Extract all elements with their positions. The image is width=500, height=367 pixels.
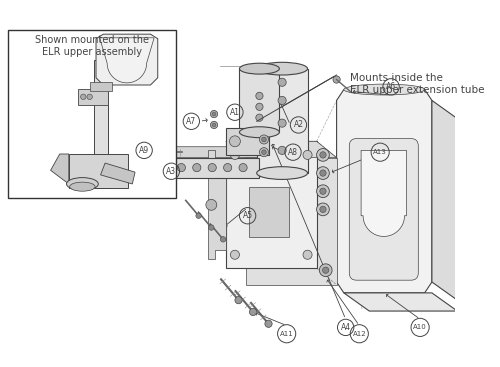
Circle shape <box>80 94 86 99</box>
Bar <box>78 89 108 105</box>
Circle shape <box>250 308 256 316</box>
Ellipse shape <box>240 63 280 74</box>
Bar <box>226 128 270 155</box>
Text: A1: A1 <box>230 108 240 117</box>
Circle shape <box>230 136 240 147</box>
Circle shape <box>150 149 157 156</box>
Bar <box>69 154 128 189</box>
Circle shape <box>320 170 326 176</box>
Polygon shape <box>260 147 270 178</box>
Circle shape <box>322 267 329 273</box>
Text: A12: A12 <box>352 331 366 337</box>
FancyBboxPatch shape <box>350 139 418 280</box>
Circle shape <box>235 297 242 304</box>
Ellipse shape <box>256 167 308 179</box>
Polygon shape <box>50 154 69 184</box>
Text: A11: A11 <box>280 331 293 337</box>
Bar <box>8 30 176 197</box>
Circle shape <box>260 135 268 144</box>
Circle shape <box>208 225 214 230</box>
Text: A4: A4 <box>340 323 350 332</box>
Polygon shape <box>142 147 270 158</box>
Ellipse shape <box>192 164 201 172</box>
Bar <box>226 141 316 268</box>
Ellipse shape <box>208 164 216 172</box>
Ellipse shape <box>66 178 98 190</box>
Text: A8: A8 <box>288 148 298 157</box>
Polygon shape <box>96 34 158 85</box>
Circle shape <box>262 137 266 142</box>
Circle shape <box>278 146 286 155</box>
Circle shape <box>316 167 330 179</box>
Text: A5: A5 <box>242 211 252 220</box>
Bar <box>256 69 308 173</box>
Ellipse shape <box>70 182 95 191</box>
Circle shape <box>212 112 216 116</box>
Circle shape <box>210 110 218 118</box>
Polygon shape <box>100 163 135 184</box>
Circle shape <box>220 237 226 242</box>
Circle shape <box>87 94 92 99</box>
Circle shape <box>320 188 326 195</box>
Circle shape <box>320 152 326 158</box>
Circle shape <box>256 114 263 121</box>
Ellipse shape <box>239 164 247 172</box>
Polygon shape <box>226 141 336 158</box>
Polygon shape <box>432 101 458 300</box>
Circle shape <box>303 250 312 259</box>
Text: A3: A3 <box>166 167 176 176</box>
Text: A9: A9 <box>139 146 149 155</box>
Text: Shown mounted on the
ELR upper assembly: Shown mounted on the ELR upper assembly <box>35 35 149 57</box>
Circle shape <box>316 149 330 161</box>
Circle shape <box>278 97 286 105</box>
Ellipse shape <box>178 164 186 172</box>
Circle shape <box>278 119 286 127</box>
Circle shape <box>230 250 239 259</box>
Circle shape <box>260 148 268 157</box>
Text: A2: A2 <box>294 120 304 130</box>
Circle shape <box>256 92 263 99</box>
Polygon shape <box>100 38 154 83</box>
Circle shape <box>210 121 218 128</box>
Polygon shape <box>208 150 226 259</box>
Text: A6: A6 <box>386 82 396 91</box>
Polygon shape <box>361 150 406 236</box>
Circle shape <box>316 185 330 197</box>
Polygon shape <box>246 158 336 285</box>
Bar <box>240 69 280 132</box>
Ellipse shape <box>146 164 154 172</box>
Text: A7: A7 <box>186 117 196 126</box>
Text: Mounts inside the
ELR upper extension tube: Mounts inside the ELR upper extension tu… <box>350 73 484 95</box>
Text: A13: A13 <box>374 149 387 155</box>
Circle shape <box>320 206 326 212</box>
Circle shape <box>206 199 217 210</box>
Circle shape <box>265 320 272 327</box>
Text: A10: A10 <box>413 324 427 330</box>
Ellipse shape <box>162 164 170 172</box>
Bar <box>142 158 260 178</box>
Circle shape <box>303 150 312 159</box>
Ellipse shape <box>240 127 280 138</box>
Circle shape <box>212 123 216 127</box>
Bar <box>90 82 112 91</box>
Circle shape <box>256 103 263 110</box>
Circle shape <box>278 78 286 86</box>
Circle shape <box>230 150 239 159</box>
Polygon shape <box>344 293 458 311</box>
Circle shape <box>333 76 340 83</box>
Ellipse shape <box>224 164 232 172</box>
Ellipse shape <box>344 84 424 95</box>
Circle shape <box>196 213 202 218</box>
Bar <box>94 59 108 189</box>
Ellipse shape <box>256 62 308 75</box>
Circle shape <box>316 203 330 216</box>
Circle shape <box>320 264 332 277</box>
Polygon shape <box>336 90 432 293</box>
Circle shape <box>262 150 266 155</box>
Bar <box>248 187 290 237</box>
